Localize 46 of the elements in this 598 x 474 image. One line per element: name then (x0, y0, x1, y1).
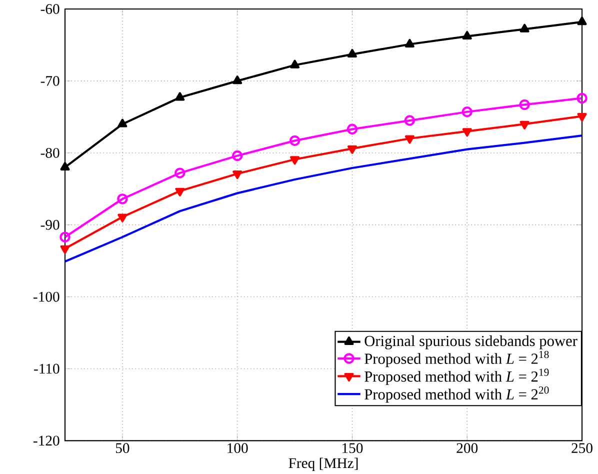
point (232, 170, 242, 180)
y-tick-label: -110 (34, 364, 60, 374)
y-tick-label: -120 (34, 436, 60, 446)
point (576, 92, 588, 104)
point (289, 135, 300, 146)
x-axis-title: Freq [MHz] (288, 458, 358, 472)
point (520, 120, 530, 130)
point (404, 135, 414, 144)
y-tick-label: -90 (40, 220, 60, 230)
point (404, 115, 416, 126)
point (577, 112, 587, 122)
point (60, 245, 70, 254)
point (520, 24, 530, 32)
point (290, 156, 300, 165)
point (462, 31, 472, 40)
point (404, 38, 414, 48)
point (175, 92, 185, 101)
y-tick-label: -70 (40, 76, 60, 86)
point (118, 214, 128, 222)
legend-label: Proposed method with L = 2$^{20}$ (364, 386, 549, 403)
point (232, 150, 243, 162)
point (577, 16, 587, 26)
point (462, 128, 472, 137)
y-tick-label: -100 (34, 292, 60, 302)
y-tick-label: -60 (40, 4, 60, 14)
point (118, 118, 128, 128)
point (175, 188, 185, 196)
point (347, 48, 357, 58)
legend-label: Proposed method with L = 2$^{19}$ (364, 368, 549, 385)
point (232, 76, 242, 84)
legend-label: Proposed method with L = 2$^{18}$ (364, 350, 549, 368)
point (60, 232, 70, 242)
x-tick-label: 150 (342, 443, 363, 454)
point (462, 106, 472, 118)
point (174, 168, 186, 178)
point (117, 194, 128, 204)
x-tick-label: 100 (228, 443, 248, 454)
point (347, 145, 357, 154)
y-tick-label: -80 (40, 148, 60, 158)
point (346, 124, 358, 134)
x-tick-label: 200 (456, 443, 478, 454)
x-tick-label: 250 (572, 443, 592, 454)
x-tick-label: 50 (116, 443, 130, 454)
point (290, 60, 300, 68)
legend-label: Original spurious sidebands power (364, 335, 578, 350)
point (519, 99, 530, 110)
